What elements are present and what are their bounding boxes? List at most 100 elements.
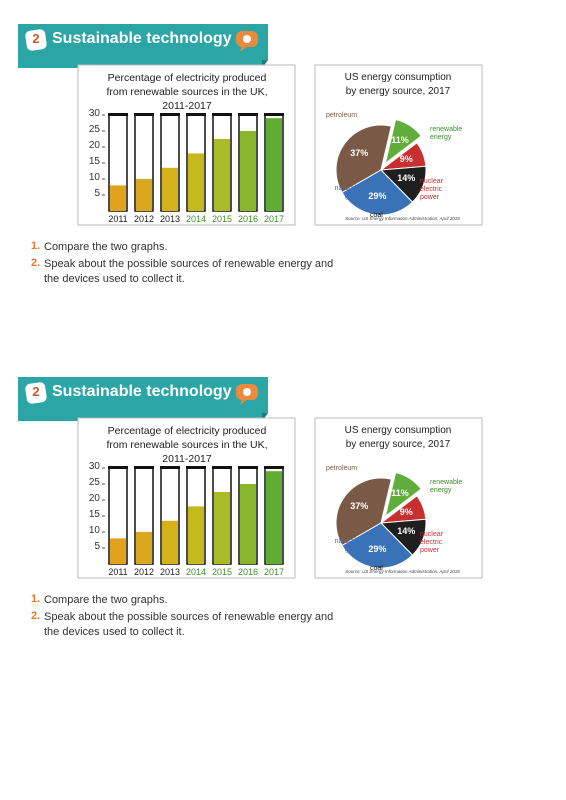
y-tick-label: 15 [88, 509, 100, 520]
header-band [18, 377, 268, 421]
bar-cap [134, 113, 154, 116]
bar-cap [186, 466, 206, 469]
bar [162, 520, 178, 564]
pie-value-label: 37% [350, 147, 369, 158]
pie-value-label: 9% [399, 154, 413, 165]
bar-cap [212, 466, 232, 469]
bar-chart-title: Percentage of electricity produced from … [106, 425, 268, 465]
bar [188, 506, 204, 564]
header-band [18, 24, 268, 68]
y-tick-label: 30 [88, 461, 100, 472]
bar-cap [160, 466, 180, 469]
x-tick-label: 2015 [211, 567, 233, 577]
x-tick-label: 2016 [237, 214, 259, 224]
bar-cap [186, 113, 206, 116]
bar-cap [238, 466, 258, 469]
x-tick-label: 2014 [185, 214, 207, 224]
pie-category-label: natural gas [334, 185, 356, 200]
pie-source: Source: US Energy Information Administra… [345, 216, 460, 221]
x-tick-label: 2013 [159, 214, 181, 224]
pie-value-label: 37% [350, 500, 369, 511]
y-tick-label: 10 [88, 525, 100, 536]
bar [188, 153, 204, 211]
badge-bg [25, 382, 47, 404]
x-tick-label: 2017 [263, 214, 285, 224]
bar [136, 179, 152, 211]
x-tick-label: 2011 [108, 214, 128, 224]
pie-category-label: coal [370, 565, 383, 572]
bar-cap [264, 466, 284, 469]
pie-slice [341, 522, 414, 569]
bar-cap [212, 113, 232, 116]
task-text: Compare the two graphs. [44, 241, 168, 253]
bar [214, 139, 230, 211]
bar-cap [160, 113, 180, 116]
bar-cap [108, 113, 128, 116]
pie-category-label: renewable energy [430, 479, 463, 494]
bar [136, 532, 152, 564]
bar [266, 118, 282, 211]
task-text: Speak about the possible sources of rene… [44, 258, 334, 285]
pie-value-label: 11% [391, 487, 409, 498]
pie-value-label: 14% [397, 173, 416, 184]
bar-cap [108, 466, 128, 469]
pie-category-label: petroleum [326, 112, 358, 119]
task-number: 1. [31, 240, 41, 252]
x-tick-label: 2015 [211, 214, 233, 224]
section-graphics [18, 24, 483, 226]
pie-value-label: 11% [391, 134, 409, 145]
pie-slice [341, 169, 414, 216]
y-tick-label: 15 [88, 156, 100, 167]
bar [240, 484, 256, 564]
y-tick-label: 30 [88, 108, 100, 119]
pie-slice [384, 471, 422, 518]
bar [162, 167, 178, 211]
section-title: Sustainable technology [52, 30, 232, 47]
task-text: Compare the two graphs. [44, 594, 168, 606]
y-tick-label: 25 [88, 477, 100, 488]
section-graphics [18, 377, 483, 579]
section-number: 2 [32, 31, 40, 46]
task-number: 2. [31, 610, 41, 622]
speech-dot [243, 388, 251, 396]
y-tick-label: 25 [88, 124, 100, 135]
x-tick-label: 2013 [159, 567, 181, 577]
pie-category-label: natural gas [334, 538, 356, 553]
pie-category-label: renewable energy [430, 126, 463, 141]
y-tick-label: 20 [88, 140, 100, 151]
section-number: 2 [32, 384, 40, 399]
pie-chart-title: US energy consumption by energy source, … [344, 425, 452, 450]
pie-category-label: nuclear electric power [420, 178, 443, 201]
x-tick-label: 2011 [108, 567, 128, 577]
pie-category-label: petroleum [326, 465, 358, 472]
section: 2 Sustainable technology Percentage of ele… [0, 373, 566, 723]
pie-slice [384, 118, 422, 165]
pie-category-label: nuclear electric power [420, 531, 443, 554]
y-tick-label: 5 [94, 188, 100, 199]
task-number: 2. [31, 257, 41, 269]
pie-source: Source: US Energy Information Administra… [345, 569, 460, 574]
bar-cap [264, 113, 284, 116]
speech-tail [240, 399, 248, 405]
pie-slice [335, 477, 392, 547]
speech-tail [240, 46, 248, 52]
bar [110, 538, 126, 564]
badge-bg [25, 29, 47, 51]
bar-cap [238, 113, 258, 116]
x-tick-label: 2014 [185, 567, 207, 577]
bar-cap [134, 466, 154, 469]
x-tick-label: 2012 [133, 567, 155, 577]
y-tick-label: 20 [88, 493, 100, 504]
bar [110, 185, 126, 211]
pie-chart-title: US energy consumption by energy source, … [344, 72, 452, 97]
pie-value-label: 29% [368, 543, 387, 554]
pie-category-label: coal [370, 212, 383, 219]
x-tick-label: 2016 [237, 567, 259, 577]
speech-dot [243, 35, 251, 43]
section: 2 Sustainable technology Percentage of ele… [0, 20, 566, 370]
pie-slice [335, 124, 392, 194]
task-text: Speak about the possible sources of rene… [44, 611, 334, 638]
x-tick-label: 2012 [133, 214, 155, 224]
pie-value-label: 9% [399, 507, 413, 518]
